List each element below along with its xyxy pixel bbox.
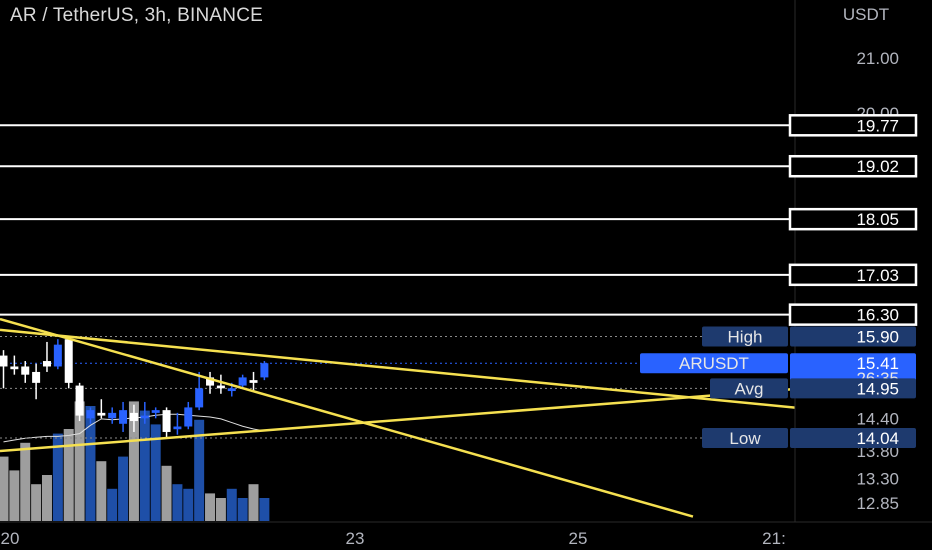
candle-body[interactable] xyxy=(206,377,215,386)
candle-body[interactable] xyxy=(140,415,149,419)
candle-body[interactable] xyxy=(151,410,160,413)
volume-bar xyxy=(0,456,9,521)
volume-bar xyxy=(41,475,52,521)
avg-label-text: Avg xyxy=(735,379,764,398)
candles-group xyxy=(0,336,269,438)
volume-bar xyxy=(85,406,96,521)
price-axis-currency: USDT xyxy=(843,5,889,24)
current-value-text: 15.41 xyxy=(856,354,899,373)
current-label-text: ARUSDT xyxy=(679,354,749,373)
level-badge xyxy=(788,114,918,137)
time-tick-label: 23 xyxy=(346,529,365,548)
volume-pane xyxy=(0,401,270,521)
price-tick-label: 12.85 xyxy=(856,494,899,513)
candle-body[interactable] xyxy=(64,339,73,383)
volume-bar xyxy=(128,401,139,521)
low-value-badge xyxy=(790,427,916,448)
trendline-0[interactable] xyxy=(0,317,694,518)
price-tick-label: 21.00 xyxy=(856,49,899,68)
trendline-2[interactable] xyxy=(0,387,804,453)
level-badge xyxy=(788,154,918,178)
volume-bar xyxy=(205,493,216,521)
level-badge xyxy=(788,263,918,287)
avg-value-text: 14.95 xyxy=(856,379,899,398)
volume-bar xyxy=(237,498,248,521)
candle-body[interactable] xyxy=(10,366,19,370)
volume-bar xyxy=(194,419,205,521)
volume-bar xyxy=(259,498,270,521)
candle-body[interactable] xyxy=(0,355,8,367)
candle-body[interactable] xyxy=(227,388,236,392)
price-tick-label: 13.30 xyxy=(856,469,899,488)
candle-body[interactable] xyxy=(75,385,84,416)
level-badge-value: 16.30 xyxy=(856,306,899,325)
volume-bar xyxy=(20,442,31,521)
volume-bar xyxy=(161,465,172,521)
level-badge-value: 17.03 xyxy=(856,266,899,285)
volume-bar xyxy=(118,456,129,521)
low-value-text: 14.04 xyxy=(856,429,899,448)
candle-body[interactable] xyxy=(53,344,62,367)
volume-bar xyxy=(226,488,237,521)
volume-bar xyxy=(31,484,42,521)
candle-body[interactable] xyxy=(216,385,225,389)
volume-bar xyxy=(63,429,74,521)
volume-bar xyxy=(215,498,226,521)
volume-bar xyxy=(183,488,194,521)
level-badge-value: 19.77 xyxy=(856,116,899,135)
level-badge xyxy=(788,207,918,231)
volume-bar xyxy=(9,470,20,521)
volume-bar xyxy=(172,484,183,521)
volume-bar xyxy=(248,484,259,521)
time-tick-label: 21: xyxy=(762,529,786,548)
low-label-badge xyxy=(702,427,788,448)
volume-bar xyxy=(52,433,63,521)
candle-body[interactable] xyxy=(32,371,41,383)
high-value-text: 15.90 xyxy=(856,327,899,346)
candle-body[interactable] xyxy=(108,412,117,419)
candle-body[interactable] xyxy=(42,361,51,367)
avg-value-badge xyxy=(790,378,916,399)
low-label-text: Low xyxy=(729,429,761,448)
volume-bar xyxy=(107,488,118,521)
trendline-1[interactable] xyxy=(0,328,804,409)
candle-body[interactable] xyxy=(195,388,204,408)
volume-bar xyxy=(150,424,161,521)
candle-body[interactable] xyxy=(162,410,171,432)
candle-body[interactable] xyxy=(260,363,269,378)
candle-body[interactable] xyxy=(249,380,258,383)
level-badge xyxy=(788,303,918,326)
volume-bar xyxy=(74,401,85,521)
chart-title: AR / TetherUS, 3h, BINANCE xyxy=(10,5,263,26)
candle-body[interactable] xyxy=(173,426,182,430)
avg-label-badge xyxy=(710,378,788,399)
candle-body[interactable] xyxy=(21,366,30,375)
volume-bar xyxy=(96,461,107,521)
high-label-badge xyxy=(702,326,788,347)
high-label-text: High xyxy=(728,327,763,346)
volume-bar xyxy=(139,410,150,521)
price-tick-label: 14.40 xyxy=(856,409,899,428)
candle-body[interactable] xyxy=(184,407,193,427)
time-tick-label: 25 xyxy=(569,529,588,548)
time-tick-label: 20 xyxy=(1,529,20,548)
candle-body[interactable] xyxy=(119,410,128,424)
level-badge-value: 19.02 xyxy=(856,157,899,176)
level-badge-value: 18.05 xyxy=(856,210,899,229)
current-label-badge xyxy=(640,353,788,374)
candle-body[interactable] xyxy=(86,410,95,419)
candle-body[interactable] xyxy=(97,412,106,416)
candle-body[interactable] xyxy=(129,412,138,422)
trendlines-group xyxy=(0,317,804,518)
high-value-badge xyxy=(790,326,916,347)
candle-body[interactable] xyxy=(238,377,247,386)
